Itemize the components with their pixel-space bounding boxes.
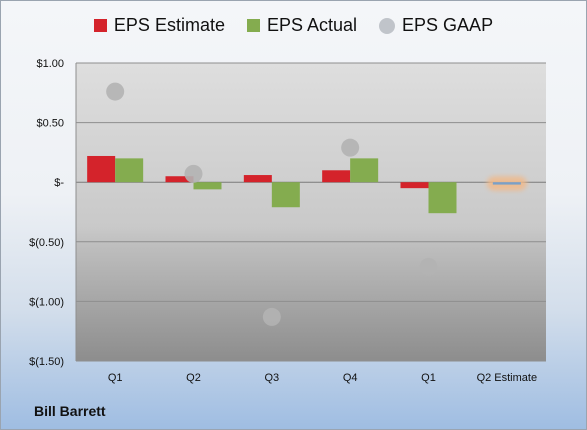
x-tick-label: Q2 Estimate [477,372,538,384]
legend-label-actual: EPS Actual [266,15,358,35]
chart-legend: EPS Estimate EPS Actual EPS GAAP [1,15,586,36]
bar-estimate [87,155,116,183]
legend-label-estimate: EPS Estimate [113,15,225,35]
bar-estimate [322,170,351,183]
y-tick-label: $1.00 [36,58,64,70]
bar-actual [193,182,222,190]
legend-swatch-actual [246,19,260,32]
y-tick-label: $0.50 [36,118,64,130]
y-tick-label: $- [54,177,64,189]
x-tick-label: Q1 [421,372,436,384]
bar-actual [428,182,457,214]
company-name: Bill Barrett [34,403,106,419]
point-gaap [106,82,125,101]
bar-actual [115,158,144,183]
point-gaap [419,257,438,276]
legend-item-estimate: EPS Estimate [93,15,225,36]
bar-estimate [400,182,429,189]
legend-label-gaap: EPS GAAP [402,15,494,35]
bar-actual [350,158,379,183]
x-tick-label: Q3 [264,372,279,384]
legend-item-gaap: EPS GAAP [379,15,493,36]
plot-area [76,63,546,361]
y-tick-label: $(1.50) [29,356,64,368]
legend-swatch-estimate [93,19,107,32]
point-gaap [341,138,360,157]
point-gaap [184,164,203,183]
legend-swatch-gaap [379,17,396,34]
x-tick-label: Q1 [108,372,123,384]
x-tick-label: Q4 [343,372,358,384]
bar-estimate [243,175,272,183]
point-gaap [262,307,281,326]
y-tick-label: $(1.00) [29,296,64,308]
bar-estimate [165,176,194,183]
legend-item-actual: EPS Actual [246,15,358,36]
x-tick-label: Q2 [186,372,201,384]
bar-estimate-forecast [492,182,521,185]
bar-actual [271,182,300,208]
y-tick-label: $(0.50) [29,237,64,249]
